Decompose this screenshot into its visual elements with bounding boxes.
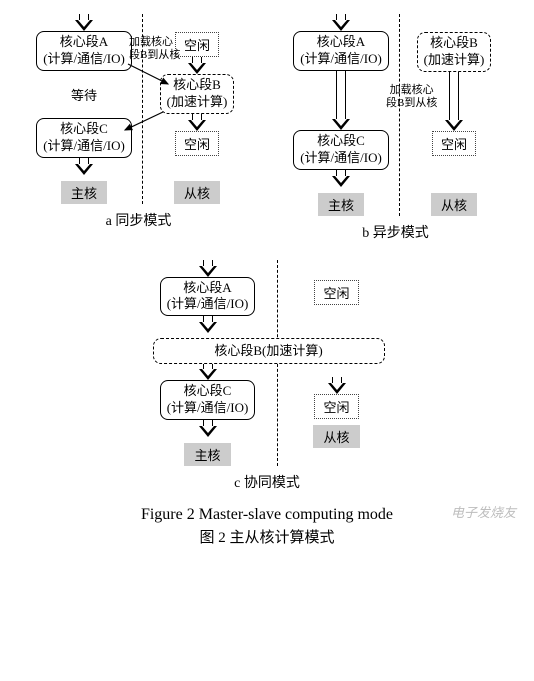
arrow-icon [199, 260, 217, 277]
idle-box: 空闲 [432, 131, 476, 156]
box-seg-c: 核心段C (计算/通信/IO) [160, 380, 256, 420]
panel-b-title: b 异步模式 [287, 222, 504, 242]
wait-label: 等待 [71, 85, 97, 104]
arrow-icon [199, 316, 217, 333]
arrow-icon [328, 377, 346, 394]
panel-b: 核心段A (计算/通信/IO) 核心段C (计算/通信/IO) 主核 核心段B … [283, 10, 508, 246]
panel-a-title: a 同步模式 [30, 210, 247, 230]
arrow-icon [199, 363, 217, 380]
master-label: 主核 [184, 443, 230, 466]
box-seg-a: 核心段A (计算/通信/IO) [293, 31, 389, 71]
box-seg-a: 核心段A (计算/通信/IO) [36, 31, 132, 71]
slave-label: 从核 [174, 181, 220, 204]
diagonal-arrow-icon [120, 54, 190, 114]
seg-a-l2: (计算/通信/IO) [43, 51, 125, 66]
caption-en: Figure 2 Master-slave computing mode [10, 506, 524, 524]
idle-box: 空闲 [314, 394, 358, 419]
box-seg-b-wide: 核心段B(加速计算) [153, 338, 385, 365]
box-seg-c: 核心段C (计算/通信/IO) [293, 130, 389, 170]
seg-c-l1: 核心段C [60, 121, 108, 136]
slave-label: 从核 [313, 425, 359, 448]
arrow-icon [188, 57, 206, 74]
arrow-icon [75, 14, 93, 31]
caption-zh: 图 2 主从核计算模式 [10, 526, 524, 547]
panel-a: 核心段A (计算/通信/IO) 等待 核心段C (计算/通信/IO) 主核 空闲… [26, 10, 251, 246]
master-label: 主核 [61, 181, 107, 204]
diagonal-arrow-icon [115, 106, 185, 146]
seg-a-l1: 核心段A [60, 34, 108, 49]
row-top: 核心段A (计算/通信/IO) 等待 核心段C (计算/通信/IO) 主核 空闲… [10, 10, 524, 246]
slave-label: 从核 [431, 193, 477, 216]
seg-c-l2: (计算/通信/IO) [43, 138, 125, 153]
arrow-icon [332, 170, 350, 187]
arrow-icon [332, 71, 350, 130]
watermark: 电子发烧友 [451, 502, 516, 521]
panel-b-master-col: 核心段A (计算/通信/IO) 核心段C (计算/通信/IO) 主核 [287, 14, 395, 216]
arrow-icon [75, 158, 93, 175]
master-label: 主核 [318, 193, 364, 216]
box-seg-a: 核心段A (计算/通信/IO) [160, 277, 256, 317]
panel-c: 核心段A (计算/通信/IO) 核心段C (计算/通信/IO) 主核 空闲 [139, 256, 396, 497]
panel-b-slave-col: 核心段B (加速计算) 空闲 从核 [404, 14, 504, 216]
arrow-icon [199, 420, 217, 437]
arrow-icon [332, 14, 350, 31]
load-text: 加载核心 段B到从核 [386, 84, 437, 110]
arrow-icon [188, 114, 206, 131]
box-seg-b: 核心段B (加速计算) [417, 32, 492, 72]
idle-box: 空闲 [314, 280, 358, 305]
figure-caption: Figure 2 Master-slave computing mode 图 2… [10, 506, 524, 547]
vertical-separator [399, 14, 400, 216]
panel-c-title: c 协同模式 [143, 472, 392, 492]
row-bottom: 核心段A (计算/通信/IO) 核心段C (计算/通信/IO) 主核 空闲 [10, 256, 524, 497]
arrow-icon [445, 72, 463, 131]
